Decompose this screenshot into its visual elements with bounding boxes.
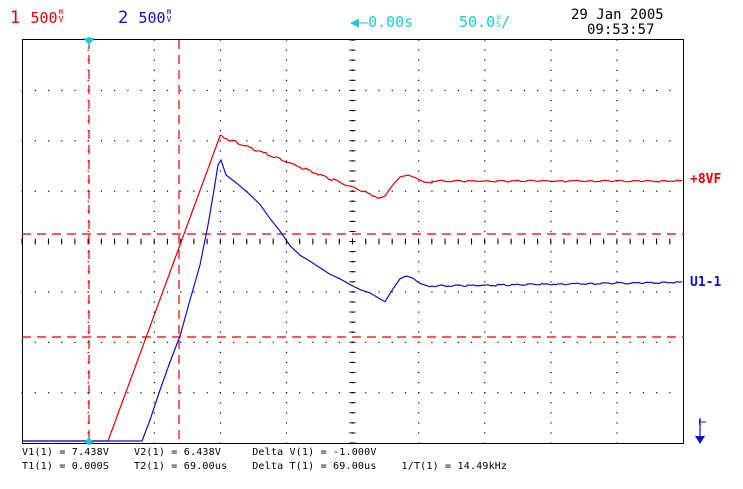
graticule [21, 39, 671, 444]
delta-v-readout: Delta V(1) = -1.000V [252, 447, 377, 458]
trigger-top-marker[interactable] [83, 37, 95, 45]
trigger-bottom-marker[interactable] [84, 437, 94, 445]
v1-readout: V1(1) = 7.438V [22, 447, 110, 458]
t2-readout: T2(1) = 69.00us [133, 461, 228, 472]
ch1-number: 1 [10, 8, 21, 28]
ch1-indicator[interactable]: 1 500m V [10, 7, 64, 29]
left-arrow-icon: ◀— [350, 13, 369, 31]
ch2-trace-label: U1-1 [690, 275, 722, 290]
trigger-arrow-icon[interactable]: T [695, 418, 709, 444]
trigger-position[interactable]: ◀—0.00s [350, 13, 413, 31]
date: 29 Jan 2005 [571, 7, 664, 23]
graticule-border [22, 39, 684, 444]
ch2-number: 2 [118, 8, 129, 28]
ch1-scale: 500 [30, 9, 58, 27]
v2-readout: V2(1) = 6.438V [133, 447, 222, 458]
timebase-value: 50.0 [459, 13, 496, 31]
trigger-position-value: 0.00s [368, 13, 414, 31]
ch2-trace [22, 158, 683, 442]
ch1-trace [22, 134, 683, 442]
freq-readout: 1/T(1) = 14.49kHz [401, 461, 508, 472]
timebase[interactable]: 50.0u S/ [459, 12, 510, 32]
ch2-scale: 500 [138, 9, 166, 27]
time: 09:53:57 [587, 22, 655, 38]
ch2-indicator[interactable]: 2 500m V [118, 7, 172, 29]
status-line-1: V1(1) = 7.438V V2(1) = 6.438V Delta V(1)… [22, 447, 377, 458]
t1-readout: T1(1) = 0.000S [22, 461, 110, 472]
ch1-trace-label: +8VF [690, 172, 722, 187]
trigger-label: T [698, 419, 709, 425]
delta-t-readout: Delta T(1) = 69.00us [252, 461, 377, 472]
timebase-slash: / [500, 13, 510, 31]
status-line-2: T1(1) = 0.000S T2(1) = 69.00us Delta T(1… [22, 461, 507, 472]
